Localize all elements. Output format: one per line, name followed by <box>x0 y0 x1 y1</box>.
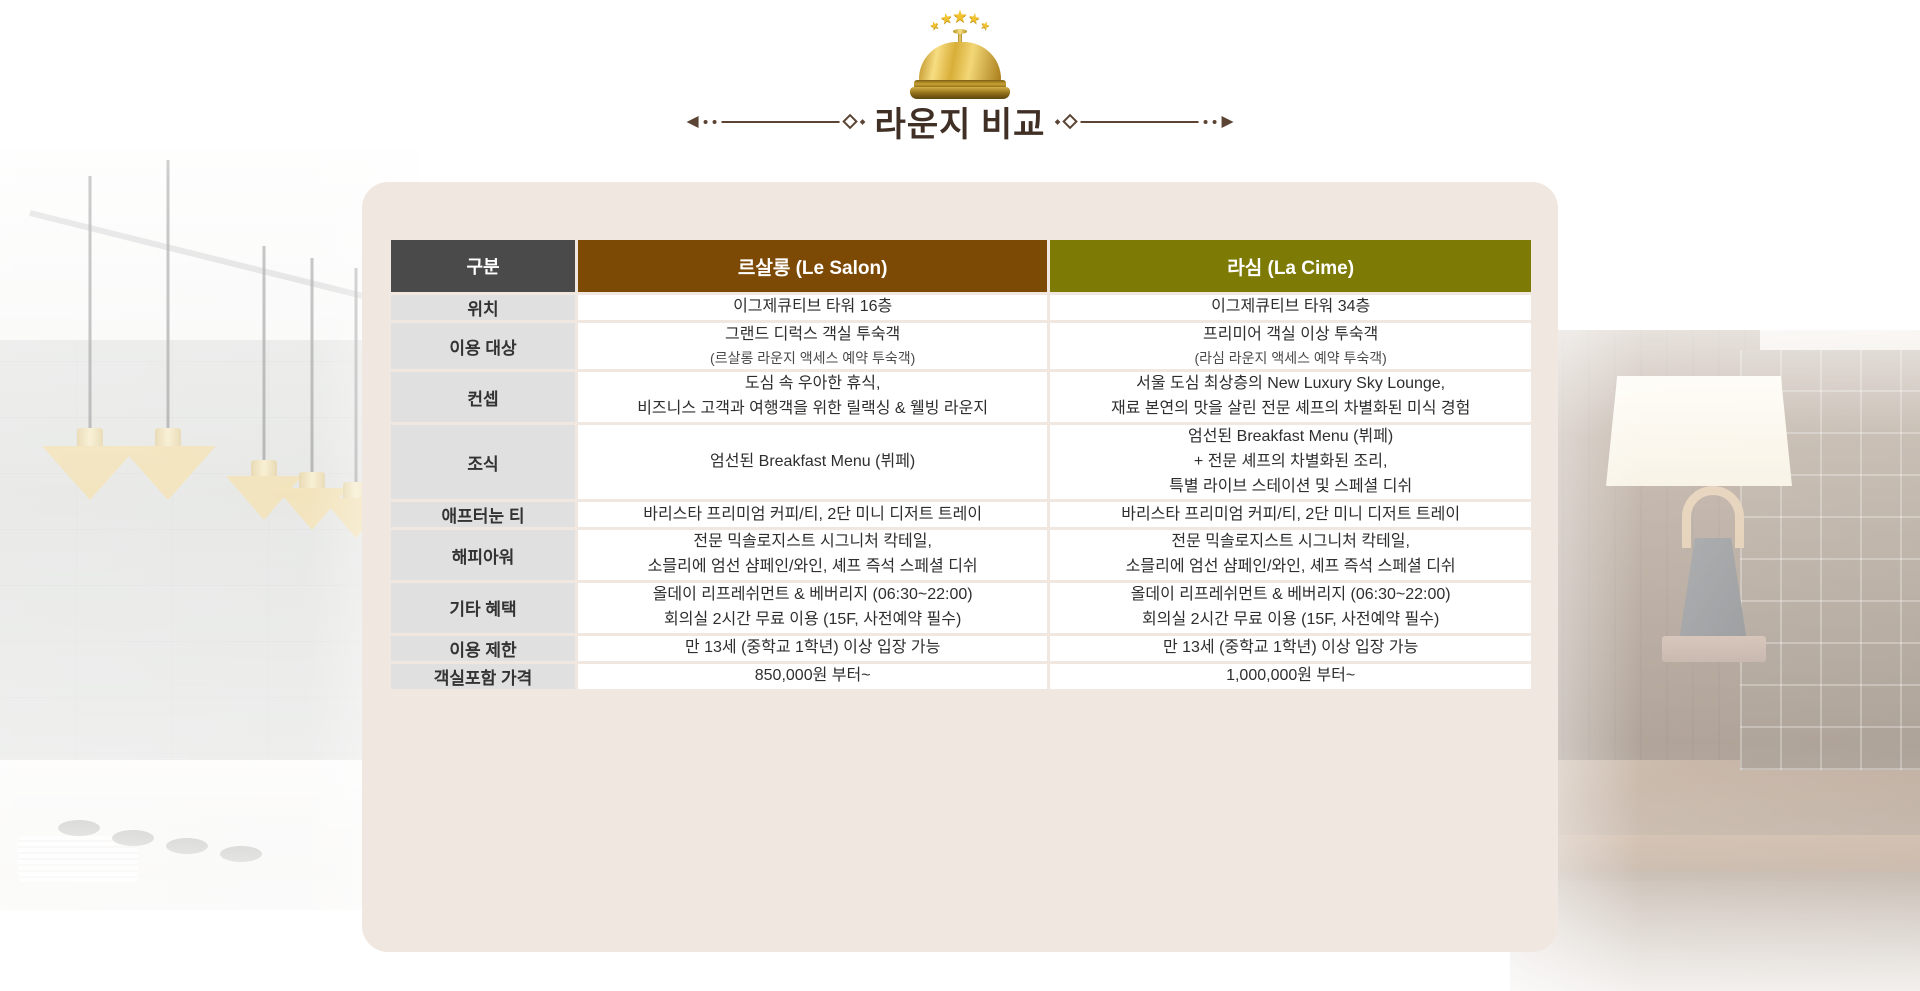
cell-la-cime: 서울 도심 최상층의 New Luxury Sky Lounge, 재료 본연의 … <box>1050 372 1531 423</box>
star-icon: ★ <box>978 18 993 34</box>
cell-la-cime: 바리스타 프리미엄 커피/티, 2단 미니 디저트 트레이 <box>1050 502 1531 528</box>
table-row: 애프터눈 티 바리스타 프리미엄 커피/티, 2단 미니 디저트 트레이 바리스타 … <box>391 502 1531 528</box>
cell-le-salon: 만 13세 (중학교 1학년) 이상 입장 가능 <box>578 635 1048 661</box>
page-title: 라운지 비교 <box>874 107 1046 144</box>
bell-base <box>910 87 1010 99</box>
table-row: 위치 이그제큐티브 타워 16층 이그제큐티브 타워 34층 <box>391 295 1531 320</box>
five-star-rating: ★★★★★ <box>895 8 1025 34</box>
table-row: 이용 제한 만 13세 (중학교 1학년) 이상 입장 가능 만 13세 (중학교 … <box>391 635 1531 661</box>
cell-line: (르살롱 라운지 액세스 예약 투숙객) <box>710 349 916 366</box>
cell-line: 바리스타 프리미엄 커피/티, 2단 미니 디저트 트레이 <box>1121 505 1461 523</box>
cell-la-cime: 프리미어 객실 이상 투숙객 (라심 라운지 액세스 예약 투숙객) <box>1050 323 1531 370</box>
table-row: 기타 혜택 올데이 리프레쉬먼트 & 베버리지 (06:30~22:00) 회의실 … <box>391 583 1531 633</box>
column-header-le-salon: 르살롱 (Le Salon) <box>578 240 1048 292</box>
star-icon: ★ <box>927 18 942 34</box>
row-label: 해피아워 <box>391 530 575 581</box>
row-label: 기타 혜택 <box>391 583 575 633</box>
cell-line: 올데이 리프레쉬먼트 & 베버리지 (06:30~22:00) <box>1130 586 1451 604</box>
cell-line: 그랜드 디럭스 객실 투숙객 <box>725 326 901 343</box>
star-icon: ★ <box>938 8 954 28</box>
cell-line: 850,000원 부터~ <box>754 666 871 684</box>
cell-line: + 전문 셰프의 차별화된 조리, <box>1193 452 1388 470</box>
ornament-left <box>686 113 866 130</box>
table-row: 이용 대상 그랜드 디럭스 객실 투숙객 (르살롱 라운지 액세스 예약 투숙객) 프… <box>391 323 1531 370</box>
cell-line: 소믈리에 엄선 샴페인/와인, 셰프 즉석 스페셜 디쉬 <box>1125 558 1456 576</box>
cell-line: 도심 속 우아한 휴식, <box>744 375 881 393</box>
cell-la-cime: 만 13세 (중학교 1학년) 이상 입장 가능 <box>1050 635 1531 661</box>
cell-la-cime: 전문 믹솔로지스트 시그니처 칵테일, 소믈리에 엄선 샴페인/와인, 셰프 즉석… <box>1050 530 1531 581</box>
cell-le-salon: 이그제큐티브 타워 16층 <box>578 295 1048 320</box>
cell-line: 올데이 리프레쉬먼트 & 베버리지 (06:30~22:00) <box>652 586 973 604</box>
row-label: 이용 대상 <box>391 323 575 370</box>
ornament-right <box>1054 113 1234 130</box>
cell-line: 바리스타 프리미엄 커피/티, 2단 미니 디저트 트레이 <box>643 505 983 523</box>
cell-la-cime: 올데이 리프레쉬먼트 & 베버리지 (06:30~22:00) 회의실 2시간 무… <box>1050 583 1531 633</box>
cell-line: 전문 믹솔로지스트 시그니처 칵테일, <box>693 533 932 551</box>
row-label: 이용 제한 <box>391 635 575 661</box>
cell-line: 특별 라이브 스테이션 및 스페셜 디쉬 <box>1169 477 1413 495</box>
cell-line: 회의실 2시간 무료 이용 (15F, 사전예약 필수) <box>664 610 962 628</box>
cell-le-salon: 엄선된 Breakfast Menu (뷔페) <box>578 425 1048 500</box>
table-row: 조식 엄선된 Breakfast Menu (뷔페) 엄선된 Breakfast M… <box>391 425 1531 500</box>
row-label: 조식 <box>391 425 575 500</box>
cell-le-salon: 850,000원 부터~ <box>578 663 1048 689</box>
cell-line: 만 13세 (중학교 1학년) 이상 입장 가능 <box>684 638 941 656</box>
row-label: 위치 <box>391 295 575 320</box>
page-title-row: 라운지 비교 <box>686 97 1234 146</box>
row-label: 컨셉 <box>391 372 575 423</box>
cell-line: 소믈리에 엄선 샴페인/와인, 셰프 즉석 스페셜 디쉬 <box>647 558 978 576</box>
cell-la-cime: 이그제큐티브 타워 34층 <box>1050 295 1531 320</box>
cell-line: 서울 도심 최상층의 New Luxury Sky Lounge, <box>1136 375 1446 393</box>
cell-line: 1,000,000원 부터~ <box>1226 666 1356 684</box>
cell-line: 전문 믹솔로지스트 시그니처 칵테일, <box>1171 533 1410 551</box>
cell-le-salon: 전문 믹솔로지스트 시그니처 칵테일, 소믈리에 엄선 샴페인/와인, 셰프 즉석… <box>578 530 1048 581</box>
star-icon: ★ <box>952 7 968 26</box>
star-icon: ★ <box>966 8 982 28</box>
cell-line: 이그제큐티브 타워 16층 <box>733 298 893 316</box>
cell-la-cime: 1,000,000원 부터~ <box>1050 663 1531 689</box>
cell-line: 엄선된 Breakfast Menu (뷔페) <box>710 452 916 470</box>
column-header-la-cime: 라심 (La Cime) <box>1050 240 1531 292</box>
cell-la-cime: 엄선된 Breakfast Menu (뷔페) + 전문 셰프의 차별화된 조리,… <box>1050 425 1531 500</box>
cell-line: 재료 본연의 맛을 살린 전문 셰프의 차별화된 미식 경험 <box>1110 400 1471 418</box>
cell-line: 회의실 2시간 무료 이용 (15F, 사전예약 필수) <box>1142 610 1440 628</box>
column-header-category: 구분 <box>391 240 575 292</box>
cell-line: 프리미어 객실 이상 투숙객 <box>1203 326 1379 343</box>
table-row: 컨셉 도심 속 우아한 휴식, 비즈니스 고객과 여행객을 위한 릴랙싱 & 웰빙 … <box>391 372 1531 423</box>
bell-knob <box>953 29 967 45</box>
cell-line: 만 13세 (중학교 1학년) 이상 입장 가능 <box>1162 638 1419 656</box>
cell-line: (라심 라운지 액세스 예약 투숙객) <box>1194 349 1387 366</box>
cell-line: 비즈니스 고객과 여행객을 위한 릴랙싱 & 웰빙 라운지 <box>637 400 989 418</box>
cell-le-salon: 바리스타 프리미엄 커피/티, 2단 미니 디저트 트레이 <box>578 502 1048 528</box>
cell-le-salon: 그랜드 디럭스 객실 투숙객 (르살롱 라운지 액세스 예약 투숙객) <box>578 323 1048 370</box>
table-row: 객실포함 가격 850,000원 부터~ 1,000,000원 부터~ <box>391 663 1531 689</box>
cell-le-salon: 도심 속 우아한 휴식, 비즈니스 고객과 여행객을 위한 릴랙싱 & 웰빙 라운… <box>578 372 1048 423</box>
bell-dome <box>919 42 1001 84</box>
row-label: 애프터눈 티 <box>391 502 575 528</box>
row-label: 객실포함 가격 <box>391 663 575 689</box>
table-header-row: 구분 르살롱 (Le Salon) 라심 (La Cime) <box>391 240 1531 292</box>
bell-ring <box>914 80 1006 89</box>
cell-le-salon: 올데이 리프레쉬먼트 & 베버리지 (06:30~22:00) 회의실 2시간 무… <box>578 583 1048 633</box>
cell-line: 엄선된 Breakfast Menu (뷔페) <box>1188 428 1394 446</box>
lounge-comparison-table: 구분 르살롱 (Le Salon) 라심 (La Cime) 위치 이그제큐티브 … <box>388 237 1534 692</box>
service-bell-icon: ★★★★★ <box>895 8 1025 100</box>
cell-line: 이그제큐티브 타워 34층 <box>1211 298 1371 316</box>
table-row: 해피아워 전문 믹솔로지스트 시그니처 칵테일, 소믈리에 엄선 샴페인/와인, 셰… <box>391 530 1531 581</box>
